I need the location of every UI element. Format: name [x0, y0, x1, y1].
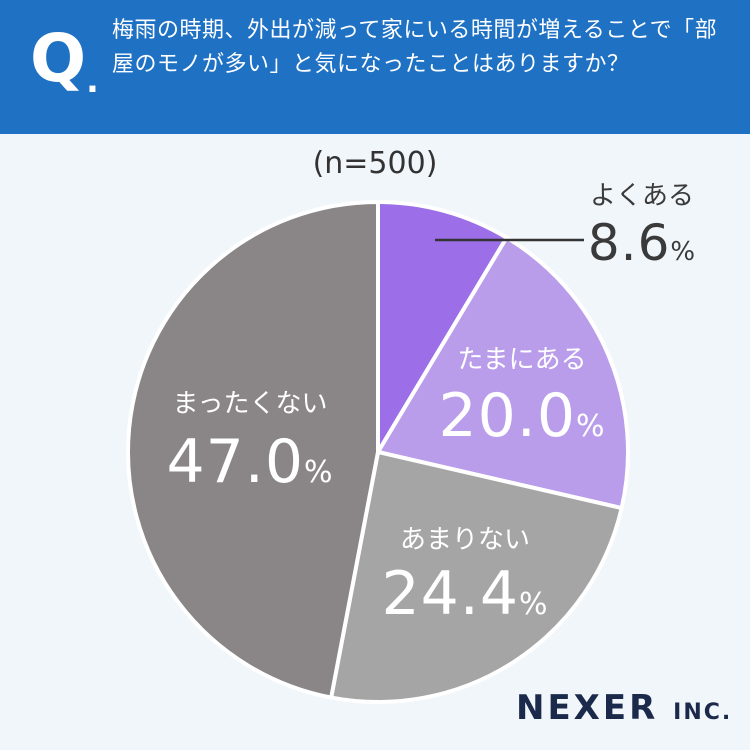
question-mark-dot: .	[86, 61, 99, 101]
question-header: Q . 梅雨の時期、外出が減って家にいる時間が増えることで「部屋のモノが多い」と…	[0, 0, 750, 134]
pie-slice-0	[376, 200, 509, 454]
question-mark-letter: Q	[30, 20, 87, 97]
logo-name: NEXER	[516, 688, 659, 728]
pie-slice-1	[376, 235, 630, 511]
slice-label-1: たまにある	[457, 345, 586, 375]
pie-slice-2	[329, 450, 624, 704]
slice-value-0: 8.6%	[588, 214, 696, 272]
slice-label-2: あまりない	[400, 525, 530, 555]
slice-label-0: よくある	[590, 181, 694, 211]
nexer-logo: NEXER INC.	[516, 688, 732, 728]
slice-label-3: まったくない	[173, 389, 328, 419]
question-text: 梅雨の時期、外出が減って家にいる時間が増えることで「部屋のモノが多い」と気になっ…	[112, 18, 718, 77]
logo-suffix: INC.	[673, 700, 733, 725]
pie-slice-3	[126, 200, 380, 700]
sample-size: (n=500)	[312, 146, 438, 181]
